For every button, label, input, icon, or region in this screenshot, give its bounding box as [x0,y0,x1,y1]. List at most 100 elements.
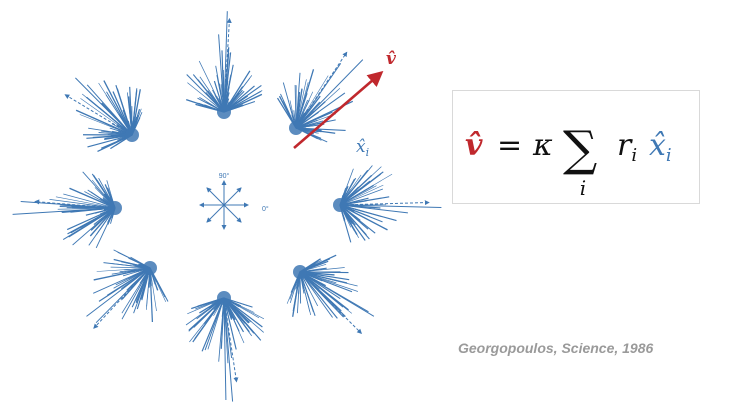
long-spike-line [75,77,133,136]
equation-equals: = [497,128,522,163]
equation-kappa: κ [532,128,553,163]
long-spike-line [86,84,133,136]
long-spike-line [64,94,133,136]
spike-line [299,271,338,319]
cluster-core [143,261,157,275]
spike-line [223,297,264,333]
cluster-down-left [86,249,169,329]
unit-vector-label-base: x̂ [356,137,366,157]
equation-sum-symbol: ∑ [563,121,597,177]
spike-line [121,267,151,314]
spike-line [223,297,260,339]
spike-line [198,60,225,113]
equation-svg: v̂ = κ ∑ i ri x̂i [465,121,672,200]
spike-line [292,271,301,317]
spike-line [105,94,133,136]
cluster-core [293,265,307,279]
unit-vector-label: x̂i [356,137,369,159]
long-spike-line [93,267,151,329]
spike-line [199,76,225,113]
equation-box: v̂ = κ ∑ i ri x̂i [452,90,700,204]
long-spike-line [223,11,228,113]
spike-line [299,271,353,293]
long-spike-line [295,59,364,129]
long-spike-line [86,267,151,317]
spike-line [68,207,116,238]
long-spike-line [20,201,116,209]
spike-line [223,297,237,350]
spike-line [63,193,116,209]
spike-line [299,271,352,314]
long-spike-line [218,34,225,113]
spike-line [187,82,225,113]
spike-line [69,187,116,209]
long-spike-line [95,267,151,324]
spike-line [192,74,225,113]
spike-line [215,65,225,113]
long-spike-line [223,297,227,401]
spike-line [299,267,345,273]
spike-line [91,116,133,136]
unit-vector-label-sub: i [366,146,370,159]
direction-compass [199,180,249,230]
cluster-core [217,291,231,305]
cluster-up-left [64,77,143,152]
population-vector-arrow [293,70,384,149]
neuron-clusters [12,11,442,402]
spike-line [112,91,133,136]
spike-line [339,173,393,206]
spike-line [149,267,154,323]
spike-line [339,204,388,231]
spike-line [339,188,384,206]
axis-label-90: 90° [219,172,230,180]
equation-lhs: v̂ [465,128,483,163]
equation-r-base: r [617,128,633,163]
cluster-core [333,198,347,212]
spike-line [129,86,133,136]
spike-line [66,207,116,231]
citation: Georgopoulos, Science, 1986 [458,340,654,356]
spike-line [295,88,341,129]
cluster-right [333,165,442,243]
equation-r: ri [617,128,637,166]
cluster-down-right [286,254,375,335]
compass-ray [206,204,225,223]
cluster-up-right [276,51,364,143]
spike-line [86,134,133,139]
equation-r-sub: i [631,145,637,166]
spike-line [223,84,262,113]
axis-label-0: 0° [262,205,269,213]
spike-line [55,196,116,209]
long-spike-line [339,204,408,214]
long-spike-line [223,297,234,402]
long-spike-line [299,271,363,335]
spike-line [131,89,141,136]
cluster-core [125,128,139,142]
spike-line [220,297,225,349]
long-spike-line [299,271,375,317]
compass-ray [223,204,242,223]
spike-line [186,74,225,113]
cluster-core [217,105,231,119]
spike-line [223,297,250,333]
long-spike-line [223,297,239,383]
compass-ray [223,187,242,206]
population-vector-label: v̂ [386,49,397,69]
equation-sum-index: i [580,176,586,200]
spike-line [339,184,384,206]
spike-line [223,52,232,113]
equation-x-base: x̂ [649,128,666,163]
cluster-down [185,291,265,402]
long-spike-line [295,63,342,129]
spike-line [339,169,369,206]
cluster-core [289,121,303,135]
spike-line [295,79,307,129]
cluster-up [185,11,263,119]
cluster-core [108,201,122,215]
cluster-left [12,171,122,249]
equation-x-hat: x̂i [649,128,672,166]
spike-line [299,271,312,316]
equation-x-sub: i [666,145,672,166]
compass-ray [206,187,225,206]
